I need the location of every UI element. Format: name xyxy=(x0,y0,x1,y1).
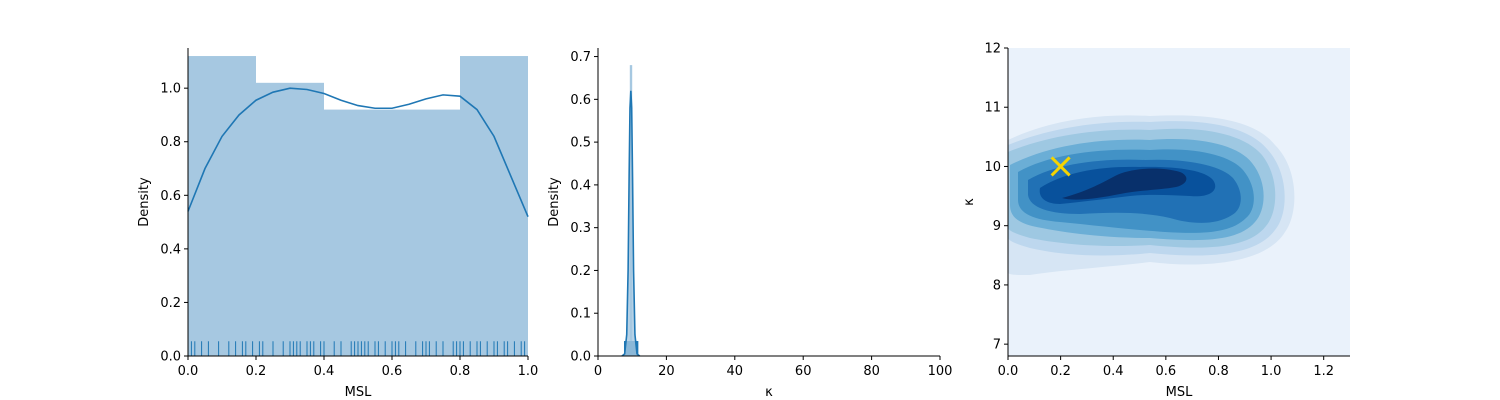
x-tick-label: 1.0 xyxy=(1261,364,1282,379)
kappa-kde-line xyxy=(621,90,641,357)
x-tick-label: 0.8 xyxy=(450,364,471,379)
y-tick-label: 0.5 xyxy=(570,136,591,151)
msl-histogram xyxy=(188,56,528,357)
y-tick-label: 12 xyxy=(984,42,1001,57)
msl-axes: 0.0 0.2 0.4 0.6 0.8 1.0 0.0 0.2 0.4 0.6 0.8 1.0 xyxy=(160,48,538,379)
msl-rug xyxy=(190,341,526,356)
y-tick-label: 0.8 xyxy=(160,135,181,150)
x-tick-label: 0.6 xyxy=(1156,364,1177,379)
kappa-kde-fill xyxy=(621,90,640,356)
y-tick-label: 1.0 xyxy=(160,82,181,97)
x-tick-label: 0.0 xyxy=(998,364,1019,379)
kappa-panel-xlabel: κ xyxy=(765,385,773,400)
y-tick-label: 11 xyxy=(984,101,1001,116)
x-tick-label: 100 xyxy=(928,364,953,379)
contour-axes: 0.0 0.2 0.4 0.6 0.8 1.0 1.2 7 8 9 10 11 12 xyxy=(984,42,1350,379)
x-tick-label: 0 xyxy=(594,364,602,379)
kappa-panel-ylabel: Density xyxy=(547,177,562,227)
x-tick-label: 0.0 xyxy=(178,364,199,379)
x-tick-label: 20 xyxy=(658,364,675,379)
msl-panel-ylabel: Density xyxy=(137,177,152,227)
y-tick-label: 0.0 xyxy=(570,350,591,365)
x-tick-label: 0.2 xyxy=(1050,364,1071,379)
x-tick-label: 1.2 xyxy=(1313,364,1334,379)
kappa-axes: 0 20 40 60 80 100 0.0 0.1 0.2 0.3 0.4 0.5 0.6 0.7 xyxy=(570,48,952,379)
x-tick-label: 0.2 xyxy=(246,364,267,379)
x-tick-label: 0.8 xyxy=(1208,364,1229,379)
y-tick-label: 0.3 xyxy=(570,221,591,236)
msl-panel-xlabel: MSL xyxy=(345,385,372,400)
y-tick-label: 0.2 xyxy=(160,296,181,311)
y-tick-label: 0.4 xyxy=(570,178,591,193)
y-tick-label: 0.2 xyxy=(570,264,591,279)
msl-density-panel: 0.0 0.2 0.4 0.6 0.8 1.0 0.0 0.2 0.4 0.6 0.8 1.0 MSL… xyxy=(137,48,538,400)
x-tick-label: 80 xyxy=(863,364,880,379)
x-tick-label: 0.4 xyxy=(1103,364,1124,379)
x-tick-label: 0.4 xyxy=(314,364,335,379)
x-tick-label: 0.6 xyxy=(382,364,403,379)
y-tick-label: 0.4 xyxy=(160,242,181,257)
x-tick-label: 60 xyxy=(795,364,812,379)
histogram-bar xyxy=(256,82,324,357)
histogram-bar xyxy=(392,109,460,356)
contour-panel-xlabel: MSL xyxy=(1166,385,1193,400)
y-tick-label: 0.1 xyxy=(570,307,591,322)
msl-kde-line xyxy=(187,87,529,218)
y-tick-label: 0.0 xyxy=(160,350,181,365)
x-tick-label: 40 xyxy=(727,364,744,379)
contour-panel-ylabel: κ xyxy=(962,198,977,206)
y-tick-label: 0.7 xyxy=(570,50,591,65)
y-tick-label: 9 xyxy=(993,219,1001,234)
kappa-density-panel: 0 20 40 60 80 100 0.0 0.1 0.2 0.3 0.4 0.5 0.6 0.7 κ D… xyxy=(547,48,952,400)
histogram-bar xyxy=(460,56,528,356)
y-tick-label: 8 xyxy=(993,278,1001,293)
kde-contour-panel: 0.0 0.2 0.4 0.6 0.8 1.0 1.2 7 8 9 10 11 12 MSL κ xyxy=(962,42,1350,400)
y-tick-label: 10 xyxy=(984,160,1001,175)
histogram-bar xyxy=(324,109,392,356)
y-tick-label: 0.6 xyxy=(160,189,181,204)
y-tick-label: 7 xyxy=(993,338,1001,353)
true-value-x-marker xyxy=(1050,156,1071,177)
x-tick-label: 1.0 xyxy=(518,364,539,379)
contour-level-8 xyxy=(1062,168,1187,200)
y-tick-label: 0.6 xyxy=(570,93,591,108)
histogram-bar xyxy=(188,56,256,356)
